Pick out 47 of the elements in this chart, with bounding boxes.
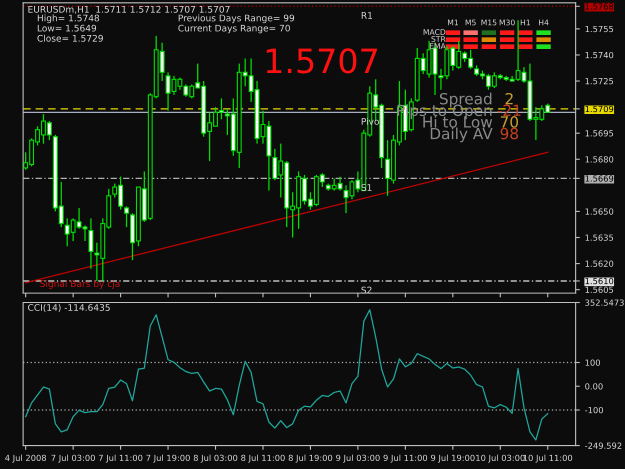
- x-tick-label: 10 Jul 11:00: [524, 454, 572, 463]
- y-tick-label: 1.5768: [586, 3, 614, 10]
- annotation: Current Days Range= 70: [178, 24, 290, 34]
- y-tick-label: 1.5680: [586, 156, 614, 163]
- y-tick-label: 100: [586, 359, 600, 366]
- y-tick-label: 1.5635: [586, 234, 614, 241]
- annotation: High= 1.5748: [38, 14, 100, 24]
- y-tick-label: 1.5755: [586, 26, 614, 32]
- y-tick-label: 1.5709: [586, 106, 614, 112]
- annotation: 98: [500, 128, 518, 140]
- x-tick-label: 7 Jul 19:00: [146, 454, 190, 463]
- annotation: Signal Bars by cja: [40, 280, 120, 289]
- annotation: Low= 1.5649: [38, 24, 96, 32]
- x-tick-label: 9 Jul 03:00: [336, 454, 380, 463]
- y-tick-label: 1.5650: [586, 208, 614, 215]
- y-tick-label: -100: [585, 406, 604, 414]
- y-tick-label: 1.5695: [586, 130, 614, 136]
- annotation: Daily AV: [430, 128, 493, 142]
- ref-line-label: S2: [361, 286, 372, 294]
- y-tick-label: 352.5473: [585, 299, 624, 306]
- y-tick-label: 1.5605: [586, 286, 614, 293]
- annotation: Close= 1.5729: [37, 34, 103, 42]
- candlestick: [88, 218, 94, 270]
- x-tick-label: 7 Jul 03:00: [51, 454, 95, 463]
- x-tick-label: 10 Jul 03:00: [476, 454, 525, 463]
- x-tick-label: 8 Jul 11:00: [241, 454, 285, 463]
- ref-line-label: R1: [362, 12, 372, 19]
- y-tick-label: 1.5725: [586, 78, 614, 84]
- chart-title: EURUSDm,H1 1.5711 1.5712 1.5707 1.5707: [28, 6, 230, 14]
- y-tick-label: 1.5620: [586, 260, 614, 267]
- candlestick: [124, 206, 129, 228]
- y-tick-label: -249.592: [585, 442, 622, 449]
- annotation: 2: [506, 92, 513, 104]
- y-tick-label: 0.00: [585, 383, 603, 390]
- x-tick-label: 9 Jul 19:00: [431, 454, 475, 463]
- annotation: 70: [500, 116, 518, 128]
- y-tick-label: 1.5669: [586, 175, 614, 182]
- annotation: 1.5707: [266, 48, 377, 74]
- x-tick-label: 4 Jul 2008: [5, 454, 46, 463]
- x-tick-label: 8 Jul 19:00: [288, 454, 332, 463]
- y-tick-label: 1.5610: [586, 278, 614, 284]
- x-tick-label: 7 Jul 11:00: [98, 454, 142, 463]
- x-tick-label: 8 Jul 03:00: [194, 454, 238, 463]
- chart-title: CCI(14) -114.6435: [28, 304, 110, 312]
- x-tick-label: 9 Jul 11:00: [384, 454, 428, 463]
- annotation: Previous Days Range= 99: [178, 14, 294, 24]
- y-tick-label: 1.5740: [586, 52, 614, 58]
